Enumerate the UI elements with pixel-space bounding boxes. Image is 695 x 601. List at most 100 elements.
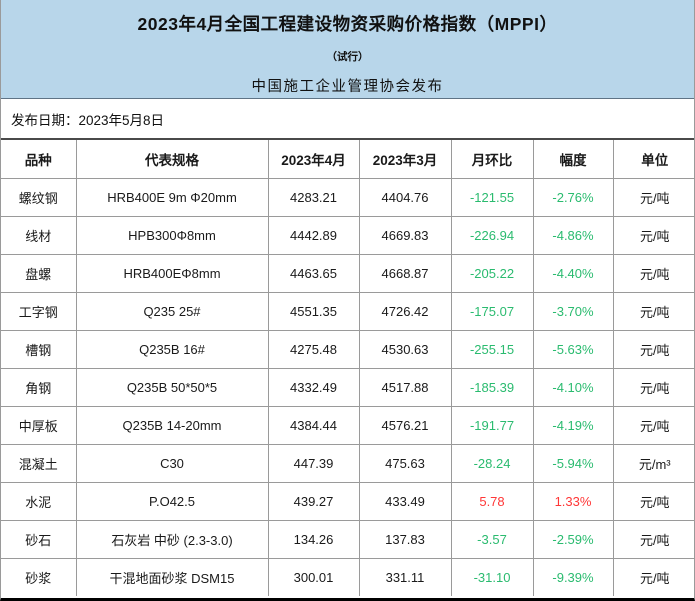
cell-spec: Q235 25# [75, 291, 269, 331]
cell-mar: 137.83 [358, 519, 452, 559]
cell-pct: -4.40% [532, 253, 614, 293]
cell-mom: -226.94 [450, 215, 534, 255]
cell-pct: 1.33% [532, 481, 614, 521]
cell-apr: 439.27 [267, 481, 360, 521]
cell-mom: -205.22 [450, 253, 534, 293]
release-date: 发布日期：2023年5月8日 [1, 99, 694, 140]
cell-apr: 447.39 [267, 443, 360, 483]
table-row: 螺纹钢 HRB400E 9m Φ20mm 4283.21 4404.76 -12… [1, 177, 694, 217]
table-row: 盘螺 HRB400EΦ8mm 4463.65 4668.87 -205.22 -… [1, 253, 694, 293]
cell-spec: Q235B 16# [75, 329, 269, 369]
cell-spec: Q235B 50*50*5 [75, 367, 269, 407]
cell-apr: 4384.44 [267, 405, 360, 445]
cell-apr: 4551.35 [267, 291, 360, 331]
cell-mar: 331.11 [358, 557, 452, 596]
cell-pct: -4.86% [532, 215, 614, 255]
cell-spec: HPB300Φ8mm [75, 215, 269, 255]
cell-variety: 槽钢 [1, 329, 77, 369]
price-index-table: 品种 代表规格 2023年4月 2023年3月 月环比 幅度 单位 螺纹钢 HR… [1, 140, 694, 596]
cell-unit: 元/吨 [612, 177, 694, 217]
cell-apr: 4283.21 [267, 177, 360, 217]
cell-unit: 元/吨 [612, 215, 694, 255]
table-row: 砂浆 干混地面砂浆 DSM15 300.01 331.11 -31.10 -9.… [1, 557, 694, 596]
column-header-spec: 代表规格 [75, 140, 269, 179]
column-header-variety: 品种 [1, 140, 77, 179]
cell-mar: 4669.83 [358, 215, 452, 255]
cell-mar: 4404.76 [358, 177, 452, 217]
table-row: 混凝土 C30 447.39 475.63 -28.24 -5.94% 元/m³ [1, 443, 694, 483]
cell-apr: 4332.49 [267, 367, 360, 407]
page-title: 2023年4月全国工程建设物资采购价格指数（MPPI） [137, 14, 558, 34]
title-band: 2023年4月全国工程建设物资采购价格指数（MPPI） （试行） 中国施工企业管… [1, 0, 694, 99]
table-row: 砂石 石灰岩 中砂 (2.3-3.0) 134.26 137.83 -3.57 … [1, 519, 694, 559]
cell-unit: 元/吨 [612, 519, 694, 559]
cell-spec: 干混地面砂浆 DSM15 [75, 557, 269, 596]
table-row: 线材 HPB300Φ8mm 4442.89 4669.83 -226.94 -4… [1, 215, 694, 255]
cell-mar: 4668.87 [358, 253, 452, 293]
cell-mom: -255.15 [450, 329, 534, 369]
cell-apr: 134.26 [267, 519, 360, 559]
cell-unit: 元/吨 [612, 329, 694, 369]
cell-variety: 中厚板 [1, 405, 77, 445]
column-header-apr: 2023年4月 [267, 140, 360, 179]
cell-spec: HRB400EΦ8mm [75, 253, 269, 293]
cell-mom: -3.57 [450, 519, 534, 559]
cell-unit: 元/吨 [612, 405, 694, 445]
table-header-row: 品种 代表规格 2023年4月 2023年3月 月环比 幅度 单位 [1, 140, 694, 179]
cell-variety: 螺纹钢 [1, 177, 77, 217]
cell-pct: -5.94% [532, 443, 614, 483]
cell-spec: C30 [75, 443, 269, 483]
cell-pct: -4.10% [532, 367, 614, 407]
cell-mar: 433.49 [358, 481, 452, 521]
cell-pct: -2.59% [532, 519, 614, 559]
cell-variety: 砂石 [1, 519, 77, 559]
cell-mom: -28.24 [450, 443, 534, 483]
cell-pct: -9.39% [532, 557, 614, 596]
cell-unit: 元/吨 [612, 557, 694, 596]
cell-variety: 角钢 [1, 367, 77, 407]
column-header-unit: 单位 [612, 140, 694, 179]
cell-mar: 475.63 [358, 443, 452, 483]
cell-variety: 盘螺 [1, 253, 77, 293]
cell-apr: 4463.65 [267, 253, 360, 293]
cell-spec: Q235B 14-20mm [75, 405, 269, 445]
table-row: 工字钢 Q235 25# 4551.35 4726.42 -175.07 -3.… [1, 291, 694, 331]
column-header-pct: 幅度 [532, 140, 614, 179]
cell-mom: -185.39 [450, 367, 534, 407]
cell-unit: 元/吨 [612, 481, 694, 521]
cell-unit: 元/吨 [612, 367, 694, 407]
cell-pct: -4.19% [532, 405, 614, 445]
table-row: 水泥 P.O42.5 439.27 433.49 5.78 1.33% 元/吨 [1, 481, 694, 521]
cell-mar: 4726.42 [358, 291, 452, 331]
cell-spec: P.O42.5 [75, 481, 269, 521]
cell-mom: -121.55 [450, 177, 534, 217]
cell-variety: 水泥 [1, 481, 77, 521]
cell-variety: 线材 [1, 215, 77, 255]
cell-mar: 4576.21 [358, 405, 452, 445]
cell-pct: -3.70% [532, 291, 614, 331]
cell-unit: 元/吨 [612, 253, 694, 293]
cell-unit: 元/吨 [612, 291, 694, 331]
table-row: 中厚板 Q235B 14-20mm 4384.44 4576.21 -191.7… [1, 405, 694, 445]
cell-pct: -5.63% [532, 329, 614, 369]
cell-unit: 元/m³ [612, 443, 694, 483]
column-header-mar: 2023年3月 [358, 140, 452, 179]
cell-pct: -2.76% [532, 177, 614, 217]
release-date-text: 发布日期：2023年5月8日 [11, 112, 165, 128]
cell-mom: -31.10 [450, 557, 534, 596]
column-header-mom: 月环比 [450, 140, 534, 179]
cell-mom: 5.78 [450, 481, 534, 521]
cell-variety: 混凝土 [1, 443, 77, 483]
cell-apr: 300.01 [267, 557, 360, 596]
cell-spec: 石灰岩 中砂 (2.3-3.0) [75, 519, 269, 559]
cell-apr: 4442.89 [267, 215, 360, 255]
table-row: 角钢 Q235B 50*50*5 4332.49 4517.88 -185.39… [1, 367, 694, 407]
cell-apr: 4275.48 [267, 329, 360, 369]
cell-mom: -175.07 [450, 291, 534, 331]
table-row: 槽钢 Q235B 16# 4275.48 4530.63 -255.15 -5.… [1, 329, 694, 369]
cell-variety: 砂浆 [1, 557, 77, 596]
publisher-line: 中国施工企业管理协会发布 [251, 79, 444, 95]
cell-mar: 4517.88 [358, 367, 452, 407]
cell-mom: -191.77 [450, 405, 534, 445]
